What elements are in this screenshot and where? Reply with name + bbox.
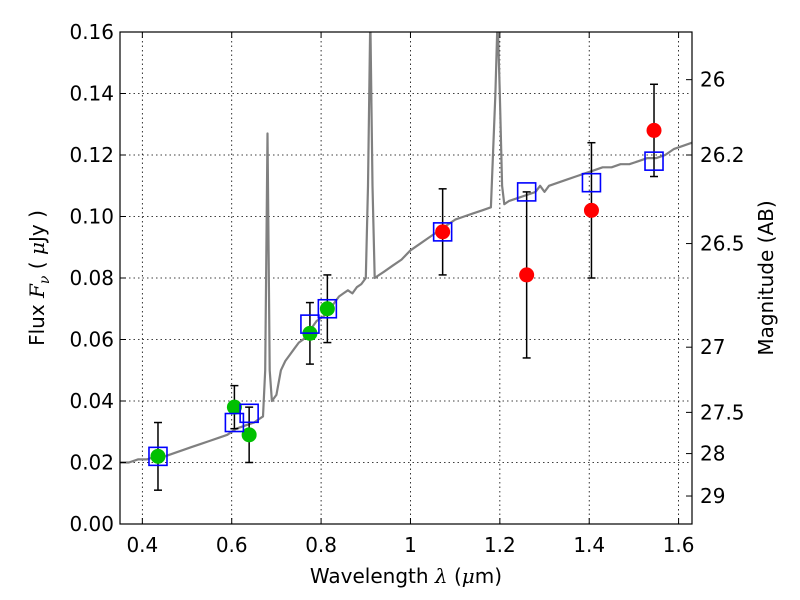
model-point [644,151,664,171]
x-tick-label: 0.4 [126,533,158,557]
axis-ticks: 0.4 0.6 0.8 1 1.2 1.4 1.6 0.00 0.02 0.04 0.06 0.08 0… [69,20,744,557]
y2-tick-label: 27.5 [700,400,745,424]
y2-tick-label: 29 [700,484,725,508]
data-point [319,301,335,317]
data-point [646,122,662,138]
spectrum-line [120,32,692,464]
y-tick-label: 0.06 [69,328,114,352]
y-tick-label: 0.10 [69,205,114,229]
y-tick-label: 0.02 [69,451,114,475]
y-tick-label: 0.04 [69,389,114,413]
model-point [432,222,453,242]
x-tick-label: 0.6 [216,533,248,557]
data-point [150,448,166,464]
model-point [581,172,602,193]
x-tick-label: 1.6 [663,533,695,557]
y2-tick-label: 26 [700,68,725,92]
data-point [583,202,599,218]
y-tick-label: 0.12 [69,143,114,167]
model-point [239,403,259,424]
x-tick-label: 1 [404,533,417,557]
y2-tick-label: 26.2 [700,143,745,167]
data-point [226,399,242,415]
y-tick-label: 0.16 [69,20,114,44]
y-axis-title: Flux Fν ( μJy ) [25,210,53,346]
data-point [435,224,451,240]
x-tick-label: 0.8 [305,533,337,557]
y2-axis-title: Magnitude (AB) [754,200,778,355]
y2-tick-label: 28 [700,442,725,466]
model-point [300,314,320,334]
model-point [317,298,338,319]
y2-tick-label: 27 [700,335,725,359]
data-point [241,427,257,443]
y2-tick-label: 26.5 [700,232,745,256]
x-tick-label: 1.4 [573,533,605,557]
model-point [516,182,537,202]
marker-layer [148,83,664,491]
grid [120,32,692,524]
x-axis-title: Wavelength λ (μm) [310,564,502,588]
x-tick-label: 1.2 [484,533,516,557]
data-point [519,267,535,283]
y-tick-label: 0.00 [69,512,114,536]
y-tick-label: 0.14 [69,82,114,106]
model-point [148,446,168,467]
y-tick-label: 0.08 [69,266,114,290]
spectrum-layer [120,32,692,464]
